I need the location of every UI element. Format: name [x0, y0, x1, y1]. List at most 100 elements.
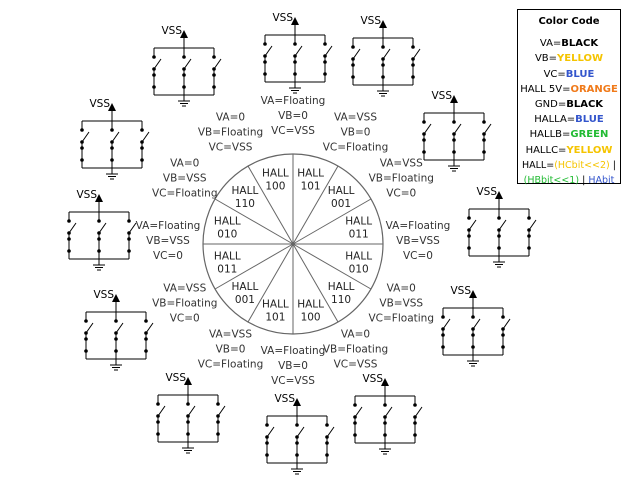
switch-blade: [264, 45, 273, 57]
switch-blade: [384, 406, 393, 418]
hall-formula-prefix: HALL=: [522, 159, 555, 171]
hall-sector-label: HALL 011: [214, 251, 241, 276]
bridge-circuit: VSS: [353, 373, 423, 455]
switch-blade: [423, 123, 432, 135]
bridge-circuit: VSS: [441, 285, 511, 367]
bridge-circuit: VSS: [467, 186, 537, 268]
switch-blade: [324, 45, 333, 57]
switch-contact: [80, 128, 84, 132]
phase-state-line: VB=VSS: [379, 298, 423, 310]
switch-blade: [153, 58, 162, 70]
wheel-divider: [292, 198, 372, 245]
supply-arrow-icon: [184, 377, 192, 385]
hall-word: HALL: [214, 215, 241, 227]
switch-blade: [141, 131, 150, 143]
phase-state-line: VC=0: [403, 250, 433, 262]
switch-contact: [216, 402, 220, 406]
hall-word: HALL: [262, 167, 289, 179]
supply-arrow-icon: [381, 378, 389, 386]
vss-label: VSS: [93, 289, 114, 301]
hall-code: 010: [349, 264, 369, 276]
switch-contact: [353, 403, 357, 407]
switch-blade: [266, 426, 275, 438]
hall-code: 001: [235, 294, 255, 306]
switch-contact: [67, 219, 71, 223]
hall-formula-sep-2: |: [579, 175, 589, 187]
switch-contact: [156, 402, 160, 406]
switch-contact: [152, 55, 156, 59]
legend-row-value: GREEN: [570, 129, 609, 141]
switch-contact: [293, 42, 297, 46]
hall-sector-label: HALL 011: [345, 215, 372, 240]
phase-state-line: VA=VSS: [334, 112, 377, 124]
switch-contact: [471, 315, 475, 319]
legend-row: VC=BLUE: [518, 67, 620, 82]
switch-blade: [217, 405, 226, 417]
hall-sector-label: HALL 010: [214, 215, 241, 240]
hall-formula-a-term: HAbit: [588, 175, 615, 187]
phase-state-line: VC=Floating: [369, 313, 434, 325]
legend-title: Color Code: [538, 16, 600, 27]
phase-state: VA=Floating VB=VSS VC=0: [386, 220, 451, 262]
switch-contact: [497, 216, 501, 220]
hall-code: 101: [265, 312, 285, 324]
phase-state-line: VB=0: [278, 360, 308, 372]
switch-contact: [127, 219, 131, 223]
legend-row: VA=BLACK: [518, 36, 620, 51]
hall-word: HALL: [214, 251, 241, 263]
vss-label: VSS: [362, 373, 383, 385]
switch-contact: [97, 219, 101, 223]
bridge-circuit: VSS: [351, 15, 421, 97]
switch-contact: [413, 403, 417, 407]
switch-blade: [157, 405, 166, 417]
legend-row-label: HALLB=: [529, 129, 571, 141]
hall-sector-label: HALL 100: [297, 299, 324, 324]
hall-code: 101: [301, 180, 321, 192]
wheel-divider: [247, 243, 294, 323]
legend-row-value: YELLOW: [566, 144, 613, 156]
phase-state-line: VB=Floating: [152, 298, 217, 310]
wheel-divider: [247, 165, 294, 245]
switch-blade: [183, 58, 192, 70]
switch-contact: [325, 423, 329, 427]
bridge-circuits: VSS VSS VSS VSS VSS VSS VSS VSS VSS VSS VSS VSS: [67, 12, 537, 475]
legend-row-label: HALL 5V=: [520, 83, 571, 95]
phase-state: VA=Floating VB=0 VC=VSS: [261, 345, 326, 387]
switch-blade: [98, 222, 107, 234]
legend-row-label: VC=: [543, 68, 566, 80]
phase-state-line: VB=Floating: [198, 127, 263, 139]
switch-blade: [115, 322, 124, 334]
hall-formula-sep: |: [609, 159, 616, 171]
phase-state-line: VA=Floating: [261, 345, 326, 357]
wheel-divider: [214, 243, 294, 290]
switch-blade: [81, 131, 90, 143]
phase-state-line: VC=0: [153, 250, 183, 262]
phase-state: VA=Floating VB=VSS VC=0: [136, 220, 201, 262]
switch-blade: [294, 45, 303, 57]
hall-word: HALL: [297, 299, 324, 311]
phase-state-line: VA=0: [216, 112, 245, 124]
legend-row-label: HALLA=: [534, 114, 576, 126]
supply-arrow-icon: [379, 20, 387, 28]
bridge-circuit: VSS: [67, 189, 137, 271]
switch-contact: [84, 319, 88, 323]
legend-row-value: BLACK: [561, 38, 599, 50]
hall-sector-label: HALL 101: [262, 299, 289, 324]
hall-sector-label: HALL 101: [297, 167, 324, 192]
phase-state-line: VA=VSS: [380, 158, 423, 170]
hall-word: HALL: [232, 185, 259, 197]
switch-blade: [453, 123, 462, 135]
phase-state: VA=0 VB=VSS VC=Floating: [152, 158, 217, 200]
switch-contact: [411, 45, 415, 49]
hall-code: 100: [301, 312, 321, 324]
legend-rows: VA=BLACK VB=YELLOW VC=BLUE HALL 5V=ORANGE GN…: [518, 36, 620, 158]
switch-blade: [128, 222, 137, 234]
phase-state-line: VB=0: [341, 127, 371, 139]
wheel-divider: [292, 243, 372, 290]
hall-sector-label: HALL 001: [328, 185, 355, 210]
switch-contact: [527, 216, 531, 220]
switch-blade: [498, 219, 507, 231]
supply-arrow-icon: [469, 290, 477, 298]
switch-blade: [472, 318, 481, 330]
hall-word: HALL: [328, 185, 355, 197]
